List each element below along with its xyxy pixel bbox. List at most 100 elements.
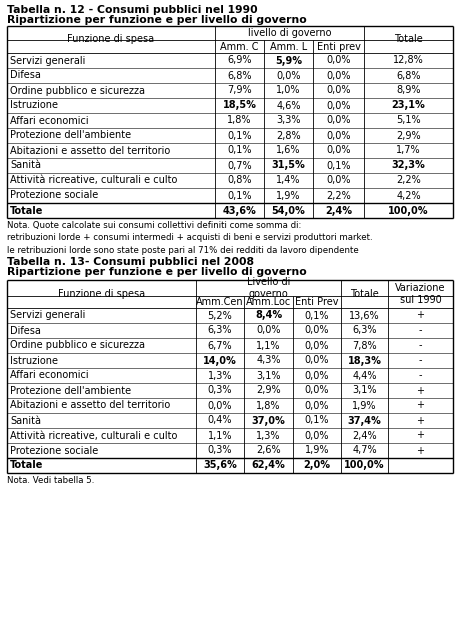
Text: 2,4%: 2,4% [325, 206, 351, 215]
Text: 37,4%: 37,4% [347, 415, 381, 425]
Text: Tabella n. 13- Consumi pubblici nel 2008: Tabella n. 13- Consumi pubblici nel 2008 [7, 257, 253, 267]
Text: 5,9%: 5,9% [274, 56, 302, 65]
Text: 100,0%: 100,0% [387, 206, 428, 215]
Text: Ordine pubblico e sicurezza: Ordine pubblico e sicurezza [10, 85, 145, 96]
Text: 4,3%: 4,3% [256, 356, 280, 365]
Text: 1,9%: 1,9% [352, 401, 376, 410]
Text: Totale: Totale [349, 289, 378, 299]
Text: 5,1%: 5,1% [395, 115, 420, 125]
Text: 4,4%: 4,4% [352, 370, 376, 380]
Text: 2,9%: 2,9% [395, 130, 420, 141]
Text: 4,6%: 4,6% [276, 101, 300, 111]
Text: 2,4%: 2,4% [352, 430, 376, 441]
Text: Amm.Loc: Amm.Loc [246, 297, 291, 307]
Text: 1,6%: 1,6% [276, 146, 300, 156]
Text: Protezione sociale: Protezione sociale [10, 446, 98, 456]
Text: Ripartizione per funzione e per livello di governo: Ripartizione per funzione e per livello … [7, 267, 306, 277]
Text: 0,7%: 0,7% [227, 161, 251, 170]
Text: 12,8%: 12,8% [392, 56, 423, 65]
Text: 0,0%: 0,0% [325, 175, 350, 185]
Text: 18,5%: 18,5% [222, 101, 256, 111]
Text: 8,4%: 8,4% [254, 311, 281, 320]
Text: Protezione dell'ambiente: Protezione dell'ambiente [10, 385, 131, 396]
Text: 0,0%: 0,0% [304, 370, 329, 380]
Text: 0,0%: 0,0% [325, 101, 350, 111]
Text: 1,8%: 1,8% [256, 401, 280, 410]
Text: Nota. Vedi tabella 5.: Nota. Vedi tabella 5. [7, 476, 94, 485]
Text: livello di governo: livello di governo [247, 28, 330, 38]
Text: 0,3%: 0,3% [207, 446, 232, 456]
Text: Attività ricreative, culturali e culto: Attività ricreative, culturali e culto [10, 430, 177, 441]
Text: 43,6%: 43,6% [222, 206, 256, 215]
Text: 31,5%: 31,5% [271, 161, 305, 170]
Text: Sanità: Sanità [10, 415, 41, 425]
Text: 0,1%: 0,1% [304, 311, 329, 320]
Text: 0,0%: 0,0% [304, 341, 329, 351]
Text: Funzione di spesa: Funzione di spesa [67, 35, 154, 44]
Text: Istruzione: Istruzione [10, 101, 58, 111]
Text: 1,1%: 1,1% [207, 430, 232, 441]
Text: 0,1%: 0,1% [227, 146, 251, 156]
Text: 0,1%: 0,1% [227, 191, 251, 201]
Text: 2,8%: 2,8% [275, 130, 300, 141]
Text: Amm. C: Amm. C [220, 42, 258, 51]
Text: Abitazioni e assetto del territorio: Abitazioni e assetto del territorio [10, 401, 170, 410]
Text: 0,1%: 0,1% [227, 130, 251, 141]
Text: 0,0%: 0,0% [325, 130, 350, 141]
Text: 23,1%: 23,1% [391, 101, 425, 111]
Text: Funzione di spesa: Funzione di spesa [58, 289, 145, 299]
Text: 6,9%: 6,9% [227, 56, 251, 65]
Text: +: + [415, 430, 424, 441]
Text: 0,0%: 0,0% [207, 401, 232, 410]
Text: Totale: Totale [10, 460, 43, 470]
Text: 0,0%: 0,0% [325, 115, 350, 125]
Text: 1,9%: 1,9% [276, 191, 300, 201]
Text: Difesa: Difesa [10, 325, 41, 335]
Text: 1,1%: 1,1% [256, 341, 280, 351]
Text: 0,0%: 0,0% [325, 85, 350, 96]
Text: 0,3%: 0,3% [207, 385, 232, 396]
Text: 2,0%: 2,0% [303, 460, 330, 470]
Text: Servizi generali: Servizi generali [10, 311, 85, 320]
Text: Difesa: Difesa [10, 70, 41, 80]
Text: 6,3%: 6,3% [352, 325, 376, 335]
Text: Enti Prev: Enti Prev [295, 297, 338, 307]
Text: 0,1%: 0,1% [304, 415, 329, 425]
Text: 37,0%: 37,0% [251, 415, 285, 425]
Text: -: - [418, 341, 421, 351]
Text: 8,9%: 8,9% [395, 85, 420, 96]
Text: 0,0%: 0,0% [256, 325, 280, 335]
Text: 6,8%: 6,8% [227, 70, 251, 80]
Text: Enti prev: Enti prev [316, 42, 360, 51]
Text: 0,0%: 0,0% [325, 146, 350, 156]
Text: 1,0%: 1,0% [276, 85, 300, 96]
Text: +: + [415, 311, 424, 320]
Text: 0,0%: 0,0% [304, 385, 329, 396]
Text: 2,2%: 2,2% [325, 191, 350, 201]
Text: Totale: Totale [10, 206, 43, 215]
Text: 6,8%: 6,8% [395, 70, 420, 80]
Text: Nota. Quote calcolate sui consumi collettivi definiti come somma di:
retribuzion: Nota. Quote calcolate sui consumi collet… [7, 221, 372, 255]
Text: Totale: Totale [393, 35, 422, 44]
Text: Ripartizione per funzione e per livello di governo: Ripartizione per funzione e per livello … [7, 15, 306, 25]
Text: Affari economici: Affari economici [10, 370, 89, 380]
Text: Variazione
sul 1990: Variazione sul 1990 [394, 283, 445, 305]
Text: Protezione sociale: Protezione sociale [10, 191, 98, 201]
Text: +: + [415, 401, 424, 410]
Text: Ordine pubblico e sicurezza: Ordine pubblico e sicurezza [10, 341, 145, 351]
Text: 14,0%: 14,0% [203, 356, 236, 365]
Text: 100,0%: 100,0% [343, 460, 384, 470]
Text: 32,3%: 32,3% [391, 161, 425, 170]
Text: 0,0%: 0,0% [304, 325, 329, 335]
Text: 0,4%: 0,4% [207, 415, 232, 425]
Text: 6,3%: 6,3% [207, 325, 232, 335]
Text: 1,7%: 1,7% [395, 146, 420, 156]
Text: Abitazioni e assetto del territorio: Abitazioni e assetto del territorio [10, 146, 170, 156]
Text: 18,3%: 18,3% [347, 356, 381, 365]
Text: 0,0%: 0,0% [304, 401, 329, 410]
Text: 1,8%: 1,8% [227, 115, 251, 125]
Text: 13,6%: 13,6% [348, 311, 379, 320]
Text: 5,2%: 5,2% [207, 311, 232, 320]
Text: Livello di
governo: Livello di governo [246, 277, 290, 299]
Text: 1,4%: 1,4% [276, 175, 300, 185]
